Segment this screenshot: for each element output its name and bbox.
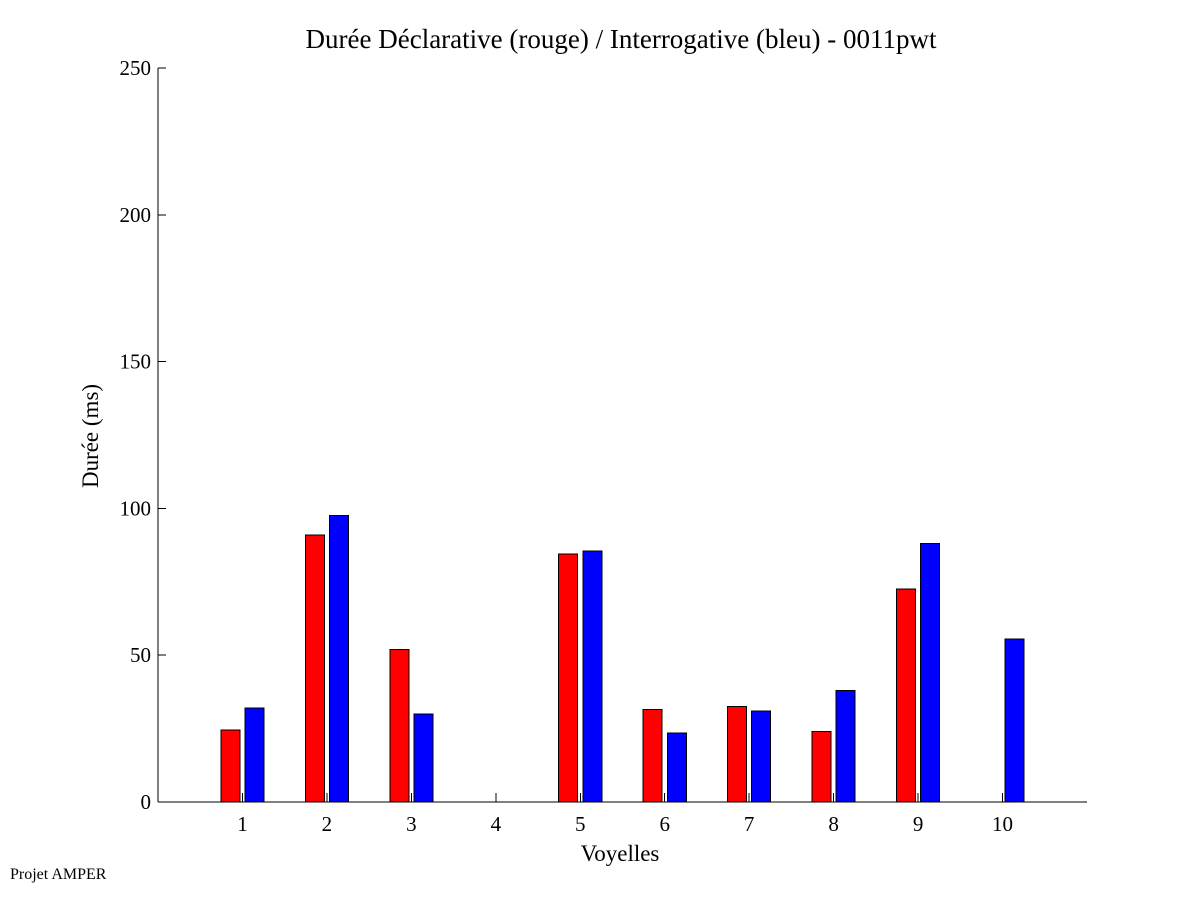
bar-red bbox=[389, 648, 410, 803]
plot-area: 0 50 100 150 200 250 1 2 3 4 5 6 7 8 9 10 bbox=[120, 56, 1087, 836]
y-tick-label: 150 bbox=[120, 350, 152, 374]
y-tick-label: 0 bbox=[141, 790, 152, 814]
x-tick-label: 9 bbox=[913, 812, 924, 836]
x-tick-label: 7 bbox=[744, 812, 755, 836]
bar-red bbox=[558, 553, 579, 803]
y-tick-label: 100 bbox=[120, 496, 152, 520]
bar-blue bbox=[328, 515, 349, 803]
bar-blue bbox=[413, 713, 434, 803]
x-tick-label: 5 bbox=[575, 812, 586, 836]
chart-title: Durée Déclarative (rouge) / Interrogativ… bbox=[306, 24, 937, 54]
x-tick-label: 10 bbox=[992, 812, 1013, 836]
x-tick-label: 3 bbox=[406, 812, 417, 836]
x-tick-label: 4 bbox=[491, 812, 502, 836]
bar-blue bbox=[244, 707, 265, 803]
y-tick-label: 250 bbox=[120, 56, 152, 80]
bar-blue bbox=[582, 550, 603, 803]
x-tick-label: 6 bbox=[659, 812, 670, 836]
bar-blue bbox=[920, 543, 941, 803]
x-tick-label: 1 bbox=[237, 812, 248, 836]
x-axis-label: Voyelles bbox=[581, 841, 660, 866]
footer-label: Projet AMPER bbox=[10, 866, 107, 883]
bar-red bbox=[642, 709, 663, 803]
bar-red bbox=[220, 729, 241, 803]
y-tick-label: 200 bbox=[120, 203, 152, 227]
bar-red bbox=[811, 731, 832, 803]
bar-red bbox=[727, 706, 748, 803]
bar-blue bbox=[1004, 638, 1025, 803]
bar-blue bbox=[666, 732, 687, 803]
x-tick-label: 8 bbox=[828, 812, 839, 836]
bar-blue bbox=[751, 710, 772, 803]
y-axis-label: Durée (ms) bbox=[78, 384, 103, 488]
bar-red bbox=[896, 588, 917, 803]
bar-blue bbox=[835, 689, 856, 803]
bar-red bbox=[304, 534, 325, 803]
x-tick-label: 2 bbox=[322, 812, 333, 836]
y-tick-label: 50 bbox=[130, 643, 151, 667]
